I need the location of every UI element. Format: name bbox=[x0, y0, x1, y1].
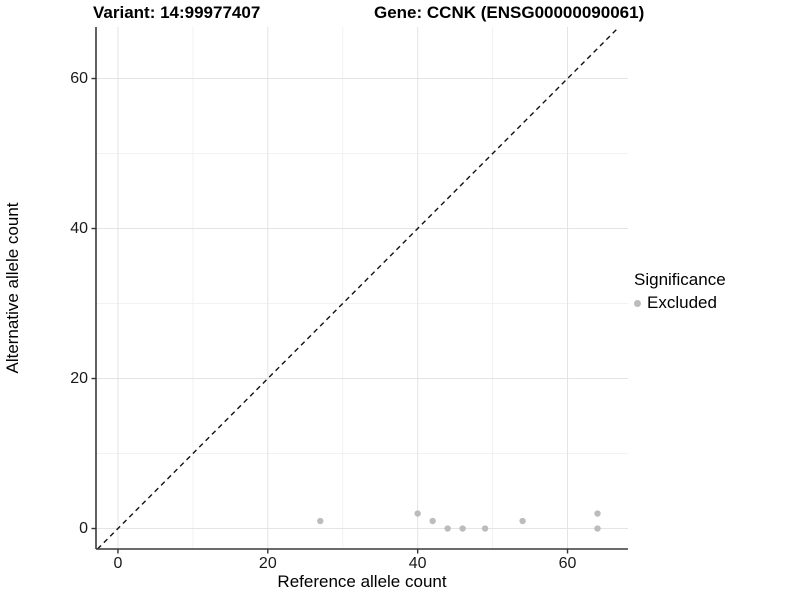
y-tick-label: 40 bbox=[70, 219, 88, 237]
x-tick-label: 40 bbox=[408, 555, 427, 572]
data-point bbox=[459, 525, 466, 532]
plot-title-gene: Gene: CCNK (ENSG00000090061) bbox=[374, 3, 645, 22]
legend-title: Significance bbox=[634, 270, 726, 289]
data-point bbox=[519, 517, 526, 525]
legend-item-excluded: Excluded bbox=[634, 293, 726, 313]
data-point bbox=[317, 517, 324, 525]
data-point bbox=[429, 517, 436, 525]
x-tick-label: 20 bbox=[258, 555, 277, 572]
excluded-point-icon bbox=[634, 299, 641, 307]
y-tick-label: 0 bbox=[79, 519, 88, 537]
y-tick-label: 60 bbox=[70, 69, 88, 87]
x-tick-label: 0 bbox=[113, 555, 123, 572]
data-point bbox=[481, 525, 489, 532]
data-point bbox=[594, 525, 601, 532]
y-axis-title: Alternative allele count bbox=[3, 202, 22, 374]
y-tick-label: 20 bbox=[70, 369, 88, 387]
x-tick-label: 60 bbox=[558, 555, 577, 572]
data-point bbox=[594, 510, 601, 517]
data-point bbox=[414, 510, 421, 517]
data-point bbox=[444, 525, 451, 532]
identity-line bbox=[97, 26, 620, 550]
legend: Significance Excluded bbox=[634, 270, 726, 313]
x-axis-title: Reference allele count bbox=[277, 572, 447, 591]
legend-item-label: Excluded bbox=[647, 293, 717, 312]
plot-title-variant: Variant: 14:99977407 bbox=[93, 3, 261, 22]
